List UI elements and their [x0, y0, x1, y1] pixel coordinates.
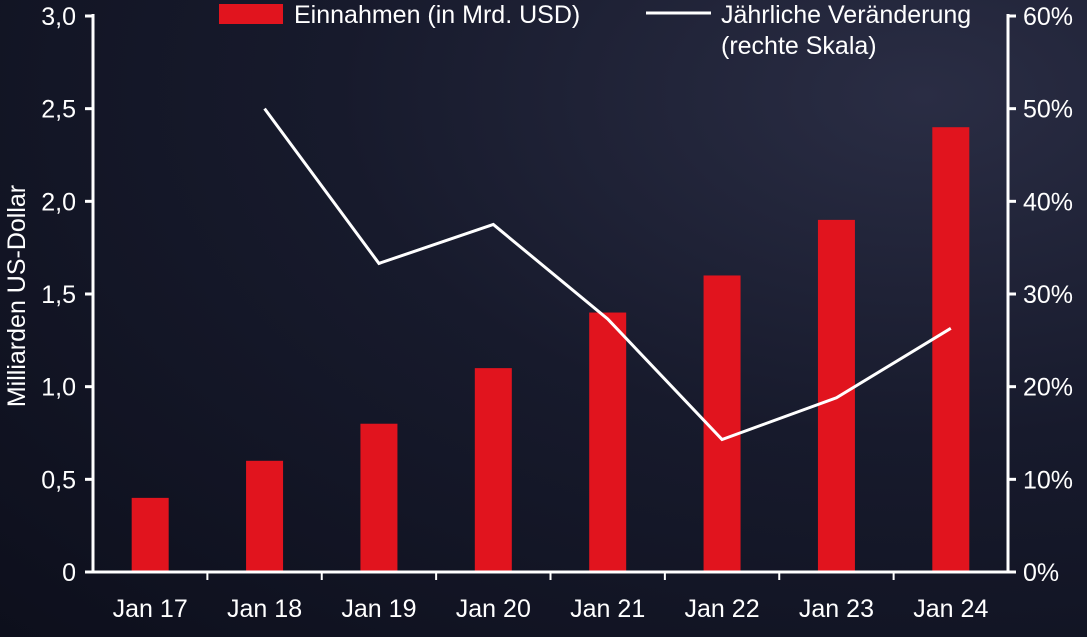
axes-layer [91, 14, 1010, 574]
legend-bar-swatch [219, 4, 283, 24]
y2-tick-label: 20% [1023, 374, 1073, 402]
legend-line-label-note: (rechte Skala) [721, 32, 877, 60]
x-tick-label: Jan 22 [685, 595, 760, 623]
x-tick-label: Jan 20 [456, 595, 531, 623]
bar [817, 219, 855, 572]
y-tick-label: 2,5 [41, 96, 76, 124]
bar [589, 312, 627, 572]
legend-bar-label: Einnahmen (in Mrd. USD) [294, 1, 580, 29]
y-tick-label: 3,0 [41, 3, 76, 31]
x-tick-label: Jan 24 [913, 595, 988, 623]
x-tick-label: Jan 18 [227, 595, 302, 623]
y2-tick-label: 0% [1023, 559, 1059, 587]
y2-tick-label: 30% [1023, 281, 1073, 309]
y2-tick-label: 60% [1023, 3, 1073, 31]
y-tick-label: 1,0 [41, 374, 76, 402]
y-tick-label: 0 [62, 559, 76, 587]
bar [703, 275, 741, 572]
y-tick-label: 2,0 [41, 188, 76, 216]
y2-tick-label: 50% [1023, 96, 1073, 124]
x-tick-label: Jan 17 [113, 595, 188, 623]
bars-layer [131, 127, 970, 572]
line-layer [263, 107, 952, 442]
bar [360, 423, 398, 572]
legend: Einnahmen (in Mrd. USD) Jährliche Veränd… [219, 1, 971, 60]
y2-tick-label: 10% [1023, 466, 1073, 494]
y-tick-label: 1,5 [41, 281, 76, 309]
bar [932, 127, 970, 572]
y2-tick-label: 40% [1023, 188, 1073, 216]
y-tick-label: 0,5 [41, 466, 76, 494]
legend-line-label: Jährliche Veränderung [721, 1, 971, 29]
x-tick-label: Jan 21 [570, 595, 645, 623]
ticks-layer: 0 0,5 1,0 1,5 2,0 2,5 3,0 0% 10% 20% 30% 40% 50% 60% J… [41, 3, 1073, 623]
x-tick-label: Jan 19 [341, 595, 416, 623]
y-axis-title: Milliarden US-Dollar [3, 185, 31, 407]
bar [246, 460, 284, 572]
bar [131, 497, 169, 572]
bar [474, 368, 512, 572]
x-tick-label: Jan 23 [799, 595, 874, 623]
